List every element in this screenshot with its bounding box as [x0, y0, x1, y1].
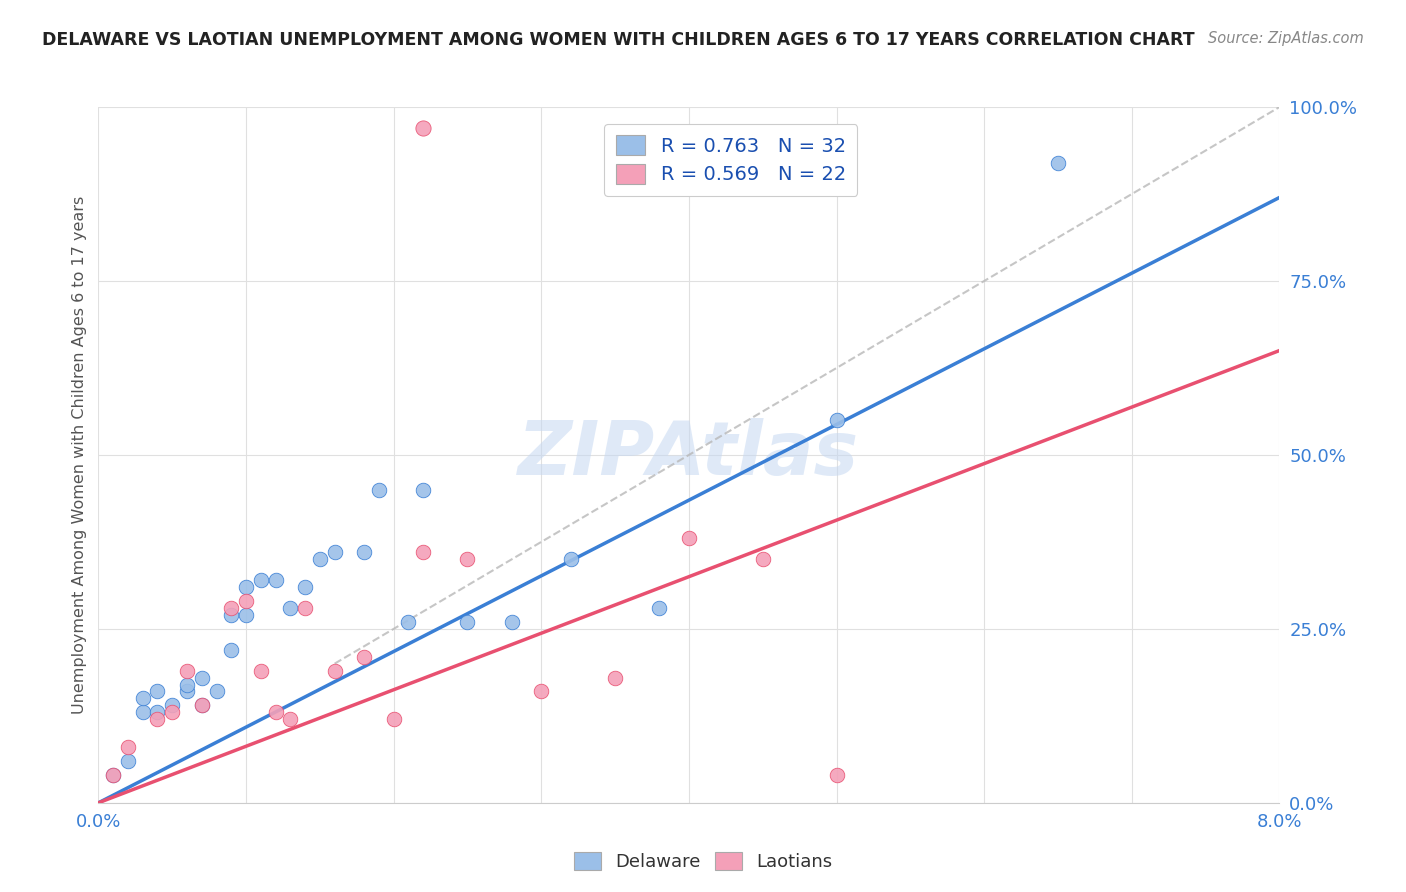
Point: [825, 768, 848, 782]
Point: [191, 698, 214, 713]
Point: [648, 601, 671, 615]
Point: [103, 768, 124, 782]
Point: [605, 671, 627, 685]
Point: [396, 615, 419, 629]
Point: [278, 712, 301, 726]
Point: [530, 684, 553, 698]
Point: [323, 664, 346, 678]
Point: [751, 552, 773, 566]
Point: [353, 545, 375, 559]
Point: [162, 698, 183, 713]
Point: [219, 607, 242, 622]
Point: [146, 684, 169, 698]
Legend: Delaware, Laotians: Delaware, Laotians: [567, 845, 839, 879]
Point: [132, 706, 155, 720]
Point: [176, 684, 198, 698]
Point: [103, 768, 124, 782]
Point: [219, 642, 242, 657]
Point: [264, 573, 287, 587]
Point: [176, 677, 198, 691]
Point: [678, 532, 700, 546]
Point: [367, 483, 389, 497]
Point: [235, 607, 257, 622]
Point: [1046, 155, 1069, 169]
Point: [456, 552, 478, 566]
Point: [294, 601, 316, 615]
Point: [132, 691, 155, 706]
Point: [825, 413, 848, 427]
Point: [353, 649, 375, 664]
Point: [382, 712, 405, 726]
Point: [250, 573, 273, 587]
Point: [560, 552, 582, 566]
Text: Source: ZipAtlas.com: Source: ZipAtlas.com: [1208, 31, 1364, 46]
Point: [501, 615, 523, 629]
Point: [191, 698, 214, 713]
Point: [264, 706, 287, 720]
Point: [176, 664, 198, 678]
Point: [235, 580, 257, 594]
Point: [219, 601, 242, 615]
Point: [146, 712, 169, 726]
Text: DELAWARE VS LAOTIAN UNEMPLOYMENT AMONG WOMEN WITH CHILDREN AGES 6 TO 17 YEARS CO: DELAWARE VS LAOTIAN UNEMPLOYMENT AMONG W…: [42, 31, 1195, 49]
Point: [146, 706, 169, 720]
Point: [294, 580, 316, 594]
Point: [191, 671, 214, 685]
Point: [250, 664, 273, 678]
Point: [323, 545, 346, 559]
Point: [412, 545, 434, 559]
Point: [412, 120, 434, 135]
Legend: R = 0.763   N = 32, R = 0.569   N = 22: R = 0.763 N = 32, R = 0.569 N = 22: [605, 124, 858, 196]
Point: [117, 740, 139, 755]
Y-axis label: Unemployment Among Women with Children Ages 6 to 17 years: Unemployment Among Women with Children A…: [72, 196, 87, 714]
Point: [308, 552, 332, 566]
Text: ZIPAtlas: ZIPAtlas: [519, 418, 859, 491]
Point: [456, 615, 478, 629]
Point: [205, 684, 228, 698]
Point: [278, 601, 301, 615]
Point: [117, 754, 139, 768]
Point: [235, 594, 257, 608]
Point: [162, 706, 183, 720]
Point: [412, 483, 434, 497]
